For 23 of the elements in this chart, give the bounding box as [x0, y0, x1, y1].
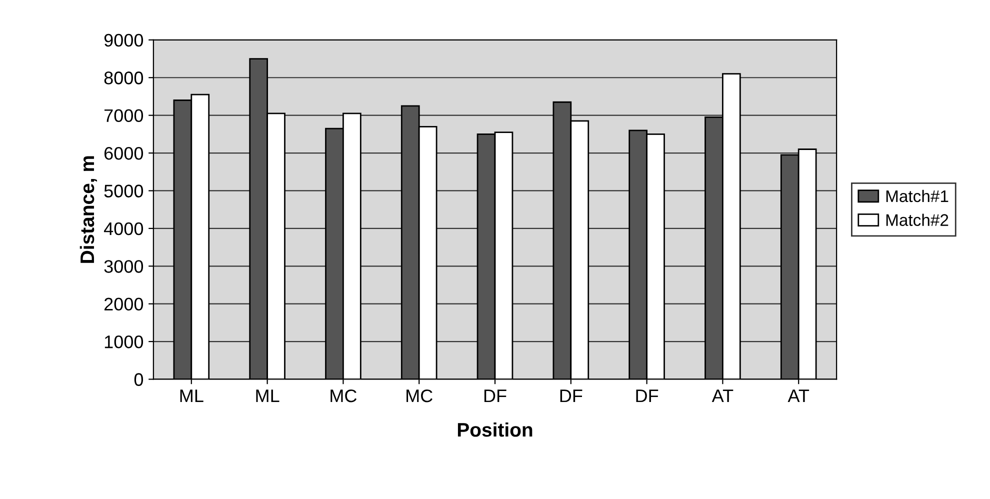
legend-label: Match#1 [886, 190, 948, 202]
y-tick-label: 4000 [104, 222, 144, 236]
y-axis-title: Distance, m [80, 156, 97, 263]
x-tick-label: DF [484, 390, 506, 402]
legend-label: Match#2 [886, 214, 948, 226]
x-tick-label: DF [560, 390, 582, 402]
y-tick-label: 5000 [104, 184, 144, 198]
y-tick-label: 8000 [104, 72, 144, 84]
x-tick-label: ML [256, 390, 280, 402]
x-tick-label: MC [406, 389, 432, 402]
y-tick-label: 3000 [104, 260, 144, 273]
x-tick-label: AT [788, 390, 810, 402]
y-tick-label: 6000 [104, 146, 144, 160]
y-tick-label: 9000 [104, 34, 144, 47]
x-axis-title: Position [458, 422, 532, 437]
x-tick-label: MC [330, 389, 357, 402]
y-tick-label: 7000 [104, 109, 144, 122]
y-tick-label: 1000 [104, 335, 144, 348]
y-tick-label: 0 [134, 373, 144, 386]
x-tick-label: AT [712, 390, 734, 402]
x-tick-label: DF [636, 390, 658, 402]
x-tick-label: ML [180, 390, 204, 402]
y-tick-label: 2000 [104, 298, 144, 311]
